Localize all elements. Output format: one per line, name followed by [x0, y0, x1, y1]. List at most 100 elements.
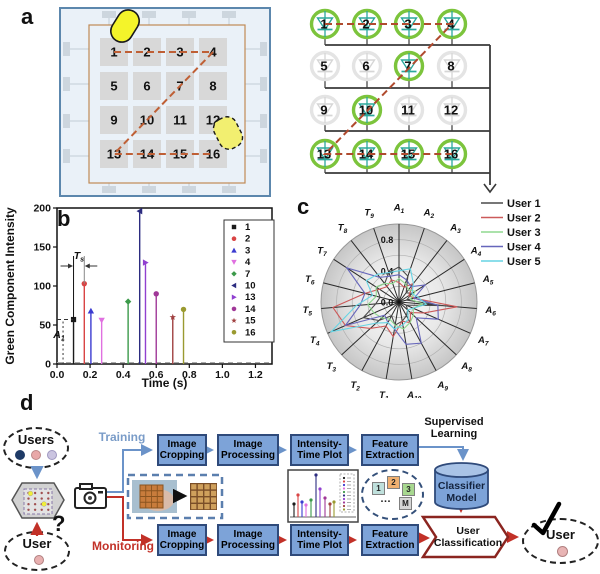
- led-15-active: 15: [393, 138, 425, 170]
- training-image-cropping-box: Image Cropping: [157, 434, 207, 466]
- feature-ellipsis: …: [380, 493, 391, 505]
- radar-axis-label-T3: T3: [327, 361, 337, 374]
- svg-text:0.8: 0.8: [182, 369, 197, 381]
- supervised-learning-arrow: [419, 446, 469, 461]
- identified-user-label: User: [546, 527, 575, 542]
- led-7-active: 7: [393, 50, 425, 82]
- panel-a-label: a: [21, 4, 34, 29]
- question-mark: ?: [52, 511, 66, 536]
- classifier-model-cylinder: [434, 462, 489, 510]
- touch-sequence-path: [111, 51, 216, 155]
- bond-pad: [222, 186, 236, 193]
- svg-text:7: 7: [245, 269, 250, 280]
- svg-text:16: 16: [245, 327, 256, 338]
- bond-pad: [102, 11, 116, 18]
- svg-text:1.0: 1.0: [215, 369, 230, 381]
- stem-14: [153, 291, 159, 364]
- svg-text:User 3: User 3: [507, 227, 541, 239]
- device-photo-thumbnail: [132, 480, 177, 513]
- svg-text:15: 15: [173, 147, 187, 162]
- bond-pad: [63, 77, 70, 91]
- radar-series-user-1: [362, 266, 442, 326]
- bond-pad: [182, 186, 196, 193]
- stem-16: [180, 306, 187, 364]
- svg-text:4: 4: [245, 257, 251, 268]
- svg-text:10: 10: [359, 103, 373, 118]
- classifier-model-label: Classifier Model: [437, 480, 486, 504]
- user-dot: [557, 546, 568, 557]
- training-intensity-time-plot-box: Intensity-Time Plot: [290, 434, 349, 466]
- panel-b-label: b: [57, 206, 71, 231]
- radar-axis-label-T8: T8: [338, 222, 348, 235]
- svg-text:0: 0: [45, 359, 51, 371]
- chip-substrate: [88, 24, 246, 184]
- radar-series-user-2: [332, 279, 458, 338]
- led-11-inactive: 11: [393, 94, 425, 126]
- radar-axis-label-A8: A8: [460, 361, 472, 374]
- svg-text:14: 14: [245, 304, 256, 315]
- svg-text:User 2: User 2: [507, 213, 541, 225]
- svg-text:10: 10: [245, 281, 256, 292]
- svg-text:2: 2: [362, 17, 369, 32]
- radar-axis-label-T9: T9: [364, 208, 374, 221]
- monitoring-branch-arrow: [107, 496, 153, 546]
- bond-pad: [260, 149, 267, 163]
- svg-text:User 4: User 4: [507, 242, 542, 254]
- radar-axis-label-T7: T7: [317, 245, 327, 258]
- bond-pad: [222, 11, 236, 18]
- chip-cell-6: 6: [133, 72, 161, 100]
- chip-cell-13: 13: [100, 140, 128, 168]
- touch-sequence-path: [322, 23, 455, 155]
- radar-rtick-0.8: 0.8: [381, 235, 394, 245]
- radar-axis-label-T1: T1: [379, 390, 389, 398]
- led-8-inactive: 8: [436, 50, 468, 82]
- radar-axis-label-T4: T4: [310, 335, 320, 348]
- bond-pad: [260, 114, 267, 128]
- feature-tag-2: 2: [387, 476, 400, 489]
- stem-1: [70, 316, 77, 364]
- monitoring-feature-extraction-box: Feature Extraction: [361, 524, 419, 556]
- sensor-chip-diagram: 1 2 3 4 5 6 7 8 9 10 11 12 13 14 15 16: [59, 7, 271, 197]
- stem-13: [142, 259, 149, 364]
- finger-touch-shape: [110, 9, 140, 43]
- led-14-active: 14: [351, 138, 383, 170]
- user-dot: [34, 555, 44, 565]
- svg-text:5: 5: [320, 59, 327, 74]
- radar-rtick-0.0: 0.0: [381, 298, 394, 308]
- radar-axis-label-A10: A10: [406, 390, 421, 398]
- stem-2: [81, 280, 87, 364]
- svg-text:1: 1: [245, 222, 251, 233]
- bond-pad: [102, 186, 116, 193]
- svg-text:User 1: User 1: [507, 198, 541, 210]
- svg-text:8: 8: [209, 79, 216, 94]
- mini-intensity-plot: [287, 469, 359, 523]
- monitoring-image-cropping-box: Image Cropping: [157, 524, 207, 556]
- svg-text:200: 200: [33, 203, 51, 215]
- svg-text:11: 11: [401, 103, 415, 118]
- checkmark-icon: [531, 501, 562, 536]
- camera-icon: [74, 483, 107, 509]
- panel-d-label: d: [20, 390, 34, 415]
- svg-text:14: 14: [359, 147, 374, 162]
- unknown-user-label: User: [22, 536, 52, 551]
- radar-axis-label-A4: A4: [470, 245, 482, 258]
- stem-15: [169, 313, 177, 364]
- training-branch-arrow: [107, 444, 153, 493]
- bond-pad: [63, 42, 70, 56]
- bond-pad: [260, 42, 267, 56]
- cropped-grid-thumbnail: [190, 483, 217, 510]
- flowchart-graphics: [11, 444, 562, 559]
- radar-axis-label-T6: T6: [305, 274, 315, 287]
- chip-cell-5: 5: [100, 72, 128, 100]
- stem-4: [98, 317, 105, 364]
- device-pixel-dots: [27, 490, 50, 511]
- feature-tag-3: 3: [402, 483, 415, 496]
- training-image-processing-box: Image Processing: [217, 434, 279, 466]
- svg-text:7: 7: [404, 59, 411, 74]
- user-dot-lavender: [47, 450, 57, 460]
- svg-text:11: 11: [173, 113, 187, 128]
- finger-outline-shape: [212, 116, 244, 150]
- radar-axis-label-A7: A7: [477, 335, 489, 348]
